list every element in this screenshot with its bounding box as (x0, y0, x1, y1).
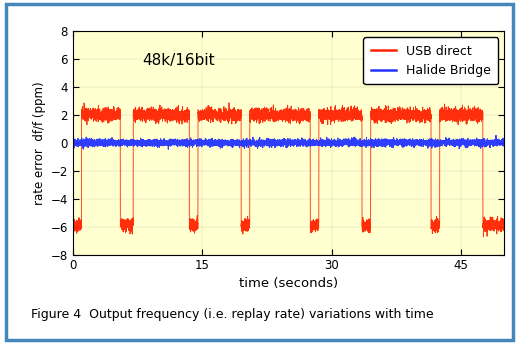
Y-axis label: rate error  df/f (ppm): rate error df/f (ppm) (33, 81, 46, 205)
Legend: USB direct, Halide Bridge: USB direct, Halide Bridge (363, 37, 498, 85)
Text: Figure 4  Output frequency (i.e. replay rate) variations with time: Figure 4 Output frequency (i.e. replay r… (31, 308, 434, 321)
Text: 48k/16bit: 48k/16bit (142, 53, 214, 68)
X-axis label: time (seconds): time (seconds) (239, 277, 338, 290)
